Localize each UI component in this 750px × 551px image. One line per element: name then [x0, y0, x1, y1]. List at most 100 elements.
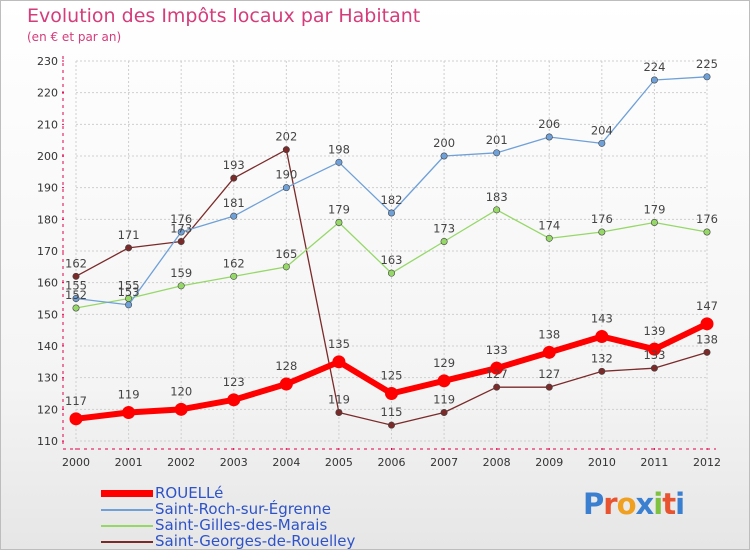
data-label: 179: [643, 203, 665, 217]
data-point: [493, 149, 501, 157]
data-point: [230, 212, 238, 220]
data-point: [335, 158, 343, 166]
x-tick-label: 2004: [272, 456, 300, 469]
data-label: 138: [696, 332, 718, 346]
x-tick-label: 2010: [588, 456, 616, 469]
data-label: 204: [591, 123, 613, 137]
data-point: [177, 228, 185, 236]
data-label: 125: [381, 369, 403, 383]
y-tick-label: 140: [37, 340, 58, 353]
series-lines: [69, 73, 714, 429]
logo-letter: i: [653, 487, 663, 521]
data-label: 200: [433, 136, 455, 150]
data-point: [177, 282, 185, 290]
data-point: [437, 374, 451, 388]
y-tick-label: 210: [37, 118, 58, 131]
legend-swatch: [101, 525, 153, 527]
data-label: 138: [538, 327, 560, 341]
data-label: 179: [328, 203, 350, 217]
data-point: [700, 317, 714, 331]
data-point: [72, 272, 80, 280]
x-tick-label: 2003: [220, 456, 248, 469]
data-point: [230, 272, 238, 280]
data-point: [490, 361, 504, 375]
y-tick-label: 110: [37, 435, 58, 448]
data-point: [282, 184, 290, 192]
data-label: 202: [275, 130, 297, 144]
legend-label: ROUELLé: [155, 484, 224, 502]
data-point: [650, 76, 658, 84]
y-tick-label: 200: [37, 150, 58, 163]
chart-title: Evolution des Impôts locaux par Habitant: [27, 5, 421, 27]
data-point: [647, 342, 661, 356]
data-label: 162: [65, 256, 87, 270]
data-label: 132: [591, 351, 613, 365]
data-label: 119: [328, 393, 350, 407]
data-label: 174: [538, 218, 560, 232]
data-label: 193: [223, 158, 245, 172]
grid: [75, 60, 708, 442]
x-tick-label: 2009: [535, 456, 563, 469]
data-label: 176: [170, 212, 192, 226]
data-point: [125, 301, 133, 309]
data-point: [598, 367, 606, 375]
data-point: [387, 269, 395, 277]
data-label: 119: [433, 393, 455, 407]
data-point: [282, 146, 290, 154]
data-label: 135: [328, 337, 350, 351]
data-label: 225: [696, 57, 718, 71]
data-point: [387, 209, 395, 217]
y-tick-label: 190: [37, 182, 58, 195]
data-label: 127: [538, 367, 560, 381]
y-tick-label: 150: [37, 308, 58, 321]
data-point: [650, 364, 658, 372]
data-point: [440, 152, 448, 160]
data-label: 159: [170, 266, 192, 280]
x-tick-label: 2002: [167, 456, 195, 469]
data-label: 133: [486, 343, 508, 357]
data-label: 206: [538, 117, 560, 131]
data-label: 117: [65, 394, 87, 408]
data-label: 139: [643, 324, 665, 338]
data-point: [703, 228, 711, 236]
data-point: [703, 73, 711, 81]
data-point: [545, 133, 553, 141]
data-label: 143: [591, 312, 613, 326]
data-point: [595, 330, 609, 343]
x-tick-label: 2006: [378, 456, 406, 469]
data-label: 190: [275, 168, 297, 182]
data-point: [335, 408, 343, 416]
data-label: 173: [433, 222, 455, 236]
logo-letter: x: [635, 487, 655, 521]
logo-letter: t: [662, 487, 676, 521]
data-label: 115: [381, 405, 403, 419]
chart-subtitle: (en € et par an): [27, 30, 122, 44]
y-tick-label: 220: [37, 87, 58, 100]
data-label: 120: [170, 384, 192, 398]
y-tick-label: 180: [37, 213, 58, 226]
data-point: [174, 402, 188, 416]
data-label: 176: [591, 212, 613, 226]
data-label: 182: [381, 193, 403, 207]
y-tick-label: 170: [37, 245, 58, 258]
data-label: 152: [65, 288, 87, 302]
logo-letter: P: [583, 487, 604, 521]
proxiti-logo: Proxiti: [583, 487, 685, 521]
data-point: [545, 234, 553, 242]
logo-letter: o: [616, 487, 637, 521]
data-point: [598, 139, 606, 147]
data-label: 163: [381, 253, 403, 267]
data-point: [122, 406, 136, 419]
logo-letter: r: [603, 487, 617, 521]
data-label: 201: [486, 133, 508, 147]
legend-label: Saint-Roch-sur-Égrenne: [155, 500, 332, 518]
y-tick-label: 120: [37, 403, 58, 416]
legend-swatch: [101, 490, 153, 497]
data-label: 147: [696, 299, 718, 313]
legend-swatch: [101, 541, 153, 543]
data-point: [72, 304, 80, 312]
data-point: [598, 228, 606, 236]
data-label: 119: [118, 388, 140, 402]
